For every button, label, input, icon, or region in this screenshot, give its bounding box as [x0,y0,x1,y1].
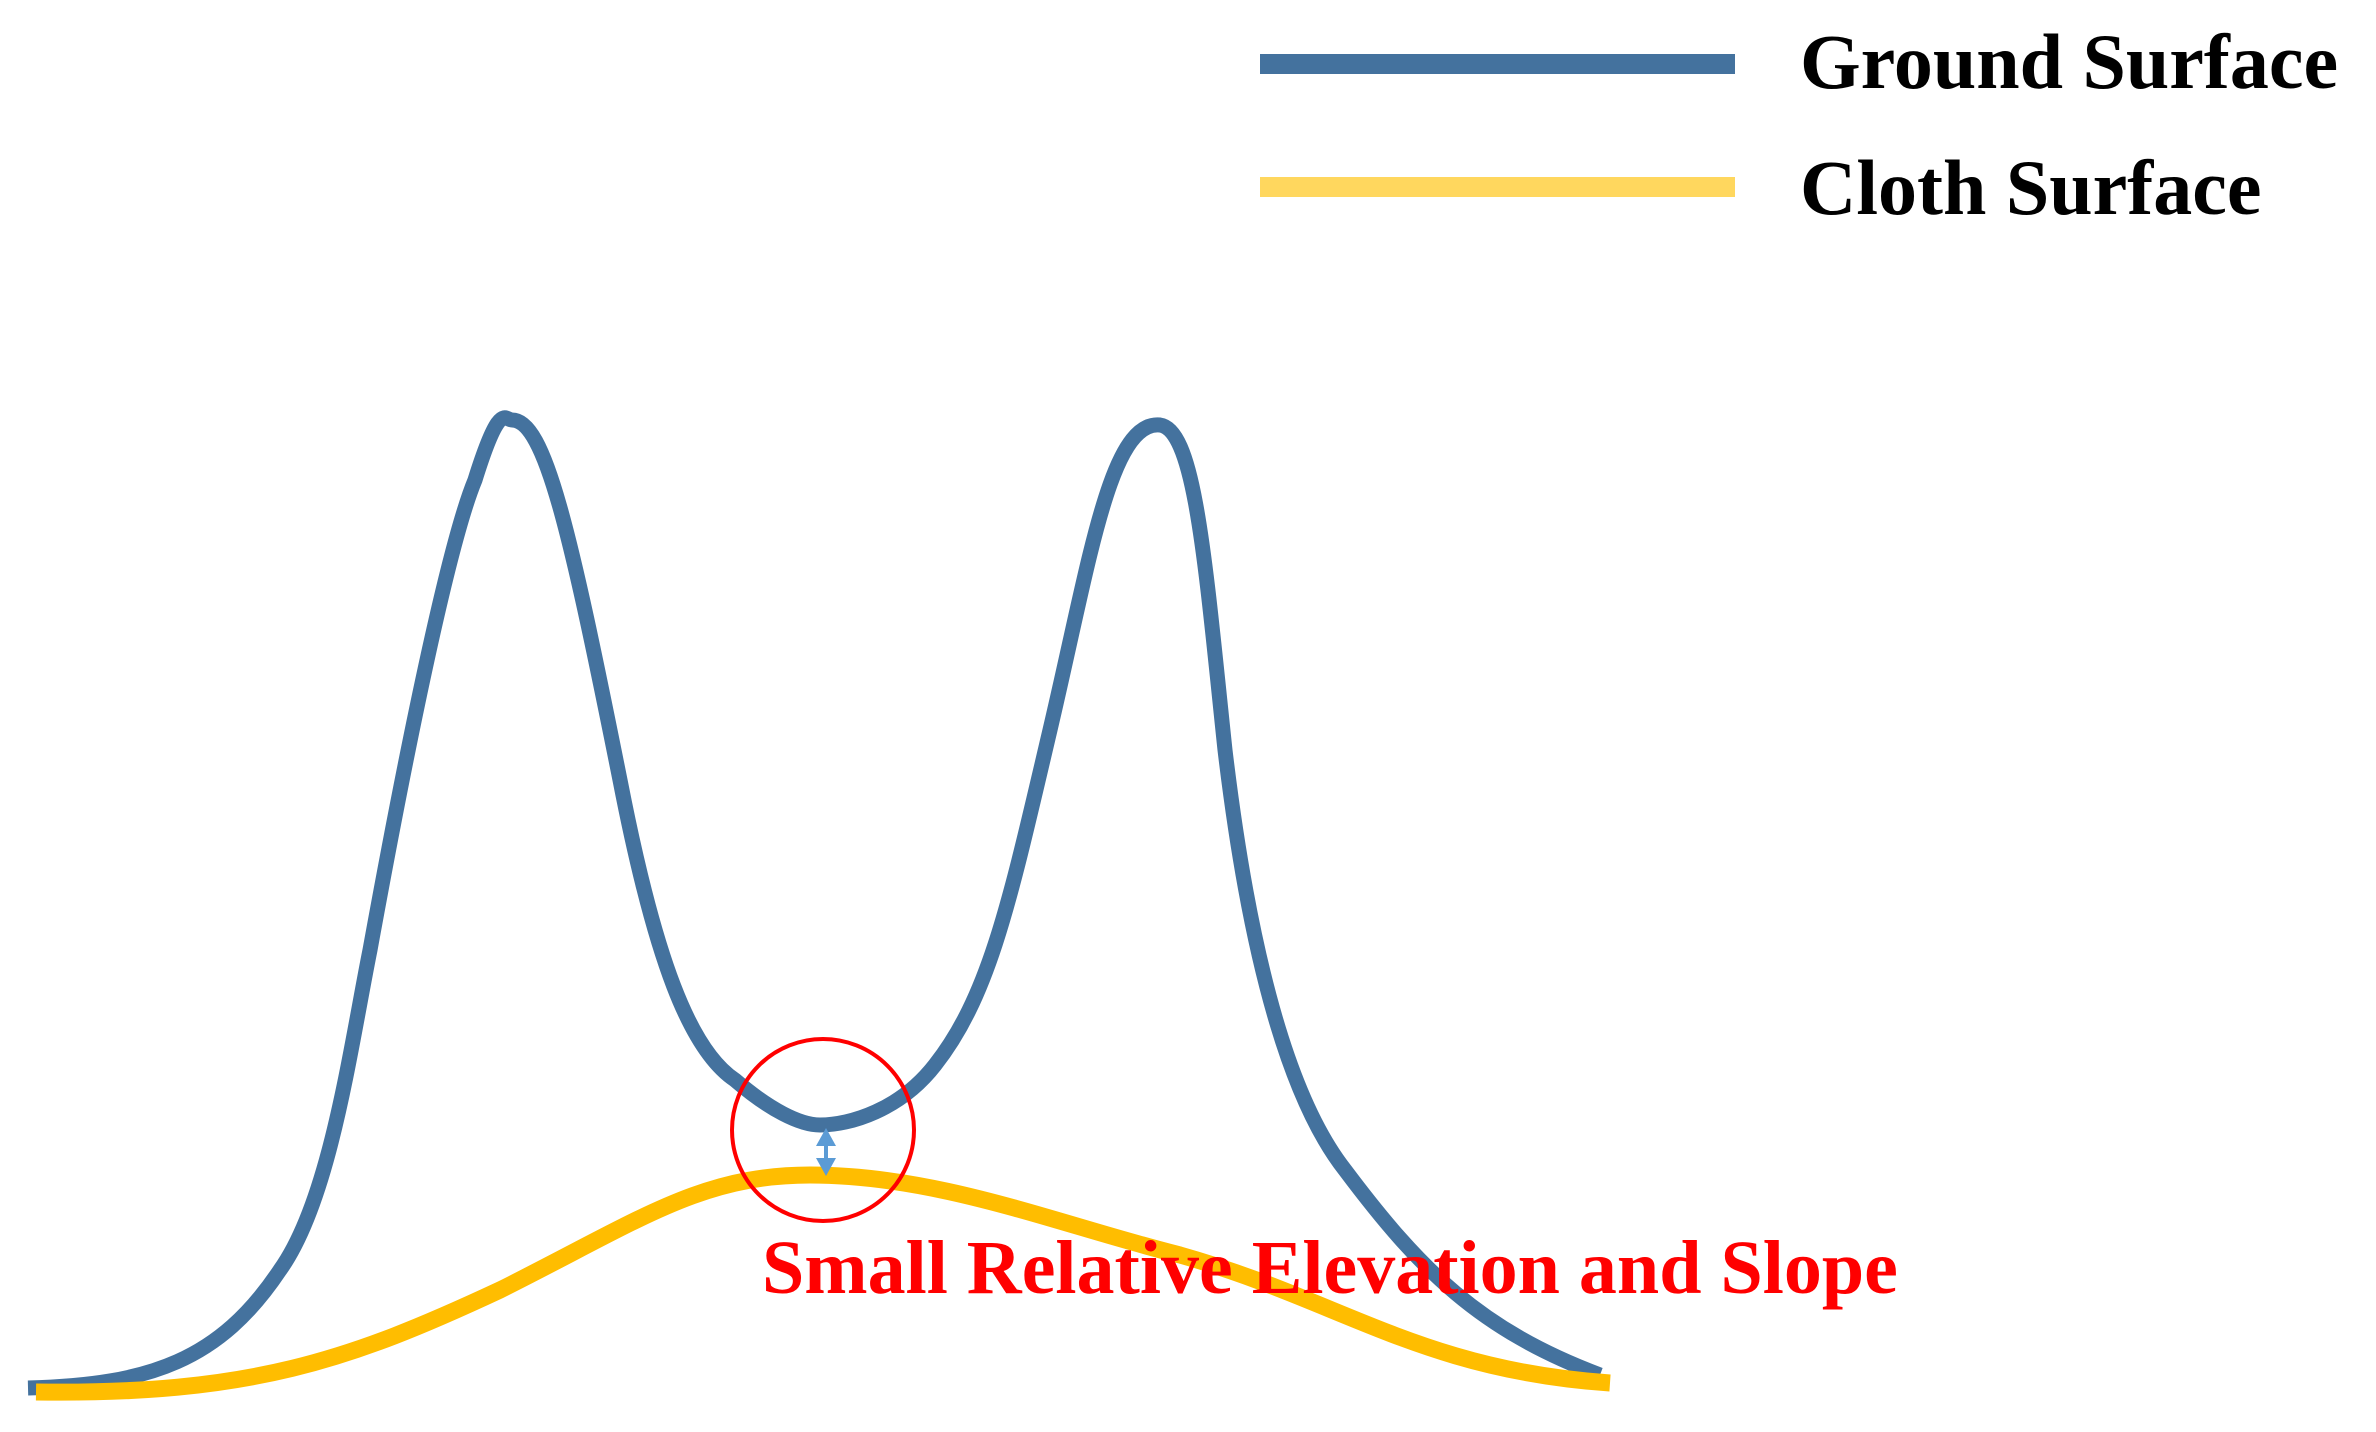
elevation-arrow-head-up [816,1128,836,1146]
cloth-surface-curve [35,1166,1611,1401]
elevation-arrow-head-down [816,1158,836,1176]
legend-label-ground: Ground Surface [1800,18,2338,105]
legend-label-cloth: Cloth Surface [1800,144,2261,231]
legend: Ground Surface Cloth Surface [1260,18,2338,231]
ground-surface-curve [27,410,1603,1396]
elevation-arrow [816,1128,836,1176]
highlight-circle [730,1037,916,1223]
annotation-label: Small Relative Elevation and Slope [762,1226,1898,1310]
